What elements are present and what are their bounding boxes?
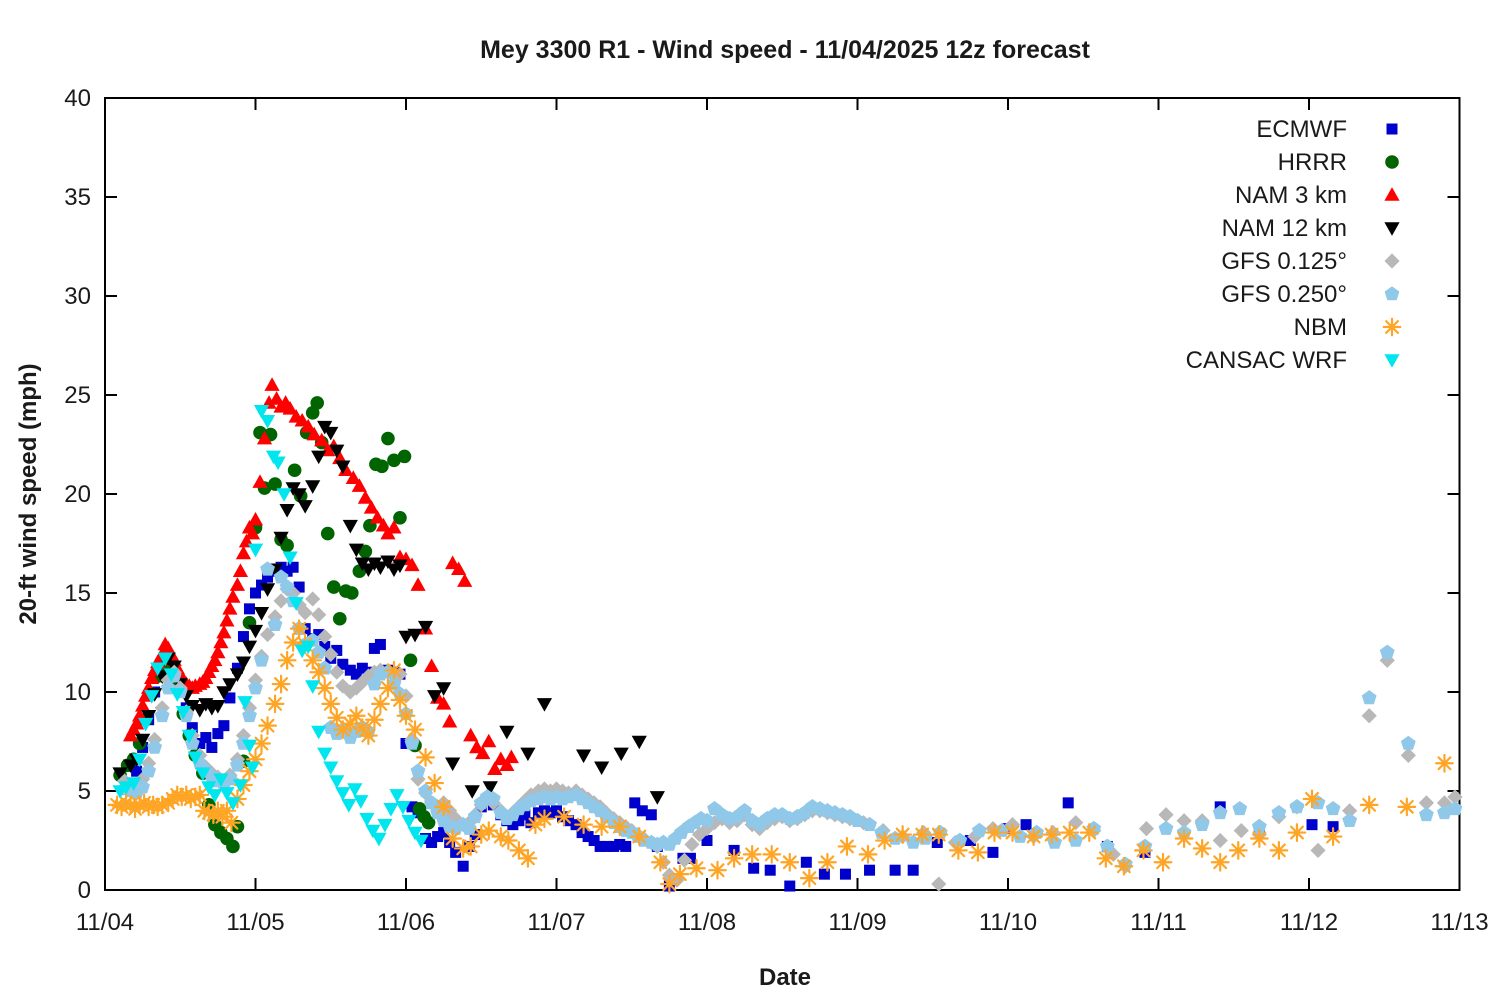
x-tick-label: 11/10: [979, 909, 1037, 936]
legend-entry-gfs-0-125: GFS 0.125°: [1221, 248, 1400, 275]
series-nam-3-km: [122, 377, 519, 776]
x-tick-label: 11/04: [76, 909, 134, 936]
legend-marker-gfs-0-125-icon: [1384, 253, 1400, 269]
legend-entry-cansac-wrf: CANSAC WRF: [1186, 347, 1400, 374]
legend-entry-nam-12-km: NAM 12 km: [1222, 215, 1400, 242]
y-tick-label: 0: [78, 877, 91, 904]
legend-label-ecmwf: ECMWF: [1256, 116, 1347, 143]
y-tick-label: 5: [78, 778, 91, 805]
legend-label-cansac-wrf: CANSAC WRF: [1186, 347, 1347, 374]
y-tick-label: 15: [64, 580, 91, 607]
x-tick-label: 11/12: [1280, 909, 1338, 936]
y-tick-label: 30: [64, 283, 91, 310]
series-cansac-wrf: [112, 405, 429, 849]
x-tick-label: 11/08: [678, 909, 736, 936]
x-tick-label: 11/07: [527, 909, 585, 936]
legend-marker-nam-12-km-icon: [1384, 222, 1400, 236]
legend-marker-ecmwf-icon: [1386, 123, 1398, 135]
legend-label-gfs-0-125: GFS 0.125°: [1221, 248, 1347, 275]
axes: 11/04 11/05 11/06 11/07 11/08 11/09 11/10 11/11…: [64, 85, 1488, 936]
legend-entry-nam-3-km: NAM 3 km: [1235, 182, 1400, 209]
legend: ECMWF HRRR NAM 3 km NAM 12 km GFS 0.125° GFS …: [1186, 116, 1402, 374]
legend-marker-hrrr-icon: [1385, 155, 1399, 169]
y-tick-label: 10: [64, 679, 91, 706]
x-tick-label: 11/13: [1430, 909, 1488, 936]
x-tick-label: 11/11: [1130, 909, 1187, 936]
x-tick-label: 11/09: [828, 909, 886, 936]
x-tick-label: 11/05: [226, 909, 284, 936]
data-points: [107, 377, 1463, 894]
series-nbm: [107, 619, 1454, 894]
x-tick-label: 11/06: [377, 909, 435, 936]
legend-label-hrrr: HRRR: [1278, 149, 1347, 176]
legend-marker-nbm-icon: [1382, 317, 1402, 337]
legend-label-nam-3-km: NAM 3 km: [1235, 182, 1347, 209]
legend-entry-ecmwf: ECMWF: [1256, 116, 1398, 143]
legend-entry-nbm: NBM: [1294, 314, 1402, 341]
legend-entry-hrrr: HRRR: [1278, 149, 1399, 176]
y-tick-label: 25: [64, 382, 91, 409]
y-tick-label: 20: [64, 481, 91, 508]
y-tick-label: 35: [64, 184, 91, 211]
legend-label-nbm: NBM: [1294, 314, 1347, 341]
series-nam-12-km: [112, 420, 665, 805]
legend-entry-gfs-0-250: GFS 0.250°: [1221, 281, 1400, 308]
legend-marker-cansac-wrf-icon: [1384, 354, 1400, 368]
legend-marker-nam-3-km-icon: [1384, 187, 1400, 201]
x-axis-label: Date: [759, 964, 811, 991]
y-tick-label: 40: [64, 85, 91, 112]
chart-title: Mey 3300 R1 - Wind speed - 11/04/2025 12…: [480, 36, 1090, 64]
legend-label-nam-12-km: NAM 12 km: [1222, 215, 1347, 242]
legend-marker-gfs-0-250-icon: [1384, 286, 1400, 301]
legend-label-gfs-0-250: GFS 0.250°: [1221, 281, 1347, 308]
y-axis-label: 20-ft wind speed (mph): [15, 363, 42, 624]
